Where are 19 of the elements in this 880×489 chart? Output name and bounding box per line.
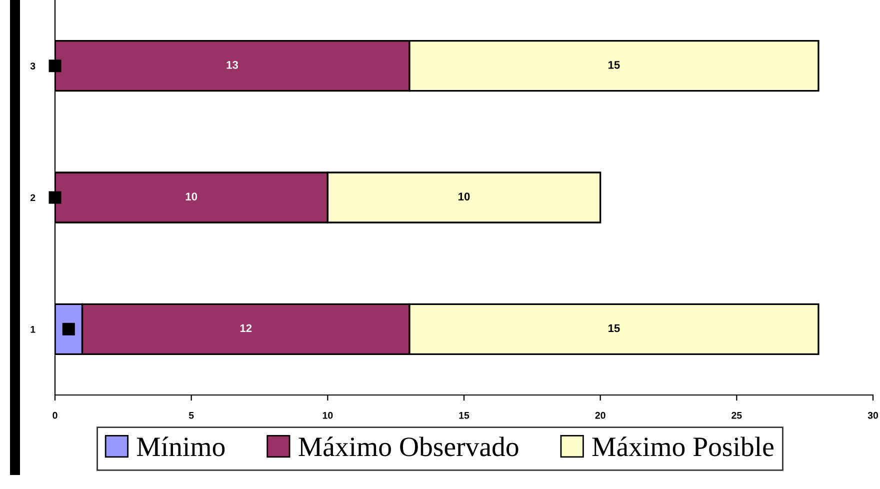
legend-label: Máximo Observado	[298, 436, 518, 456]
legend-label: Máximo Posible	[592, 436, 774, 456]
x-tick-label: 0	[52, 412, 58, 419]
data-label: 12	[240, 324, 252, 332]
data-label: 15	[608, 61, 620, 69]
x-tick-label: 20	[595, 412, 606, 419]
x-tick-label: 10	[322, 412, 333, 419]
x-tick-label: 5	[188, 412, 194, 419]
data-label: 10	[186, 192, 198, 200]
y-tick-label: 3	[30, 62, 36, 70]
x-tick-label: 25	[732, 412, 742, 419]
data-label: 13	[226, 60, 238, 69]
data-label: 10	[458, 192, 470, 200]
legend-label: Mínimo	[136, 436, 225, 456]
x-tick-label: 30	[868, 412, 878, 419]
y-tick-label: 1	[30, 326, 36, 333]
x-tick-label: 15	[459, 412, 470, 419]
y-tick-label: 2	[30, 194, 36, 202]
data-label: 15	[608, 324, 620, 332]
